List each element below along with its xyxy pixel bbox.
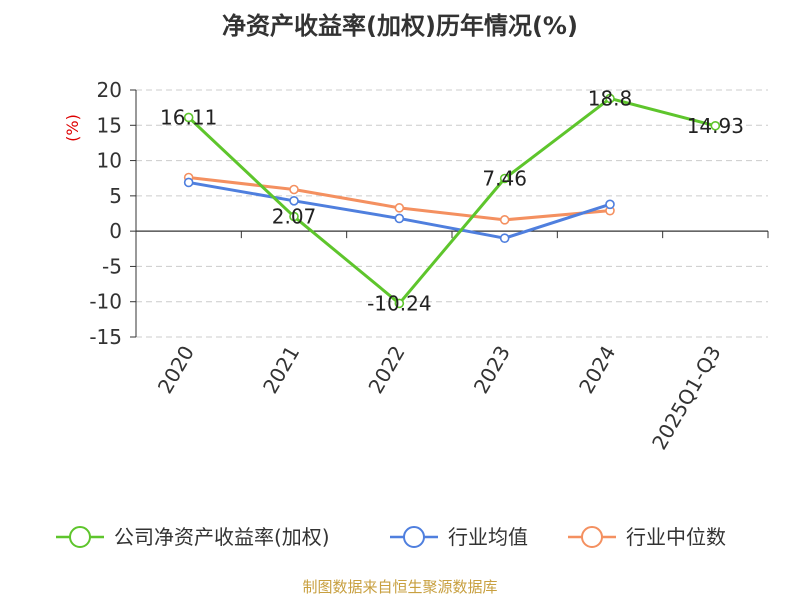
data-label: -10.24 (367, 291, 431, 315)
data-point-1 (183, 177, 194, 188)
data-point-0 (289, 211, 299, 222)
data-label: 7.46 (482, 166, 527, 190)
chart-title: 净资产收益率(加权)历年情况(%) (222, 12, 578, 40)
data-point-0 (499, 173, 510, 184)
data-label: 14.93 (687, 114, 744, 138)
legend-marker-icon (581, 526, 603, 548)
x-tick-label: 2025Q1-Q3 (647, 342, 726, 454)
axes (130, 89, 769, 338)
series-group (183, 93, 721, 309)
y-tick-label: -10 (89, 290, 122, 314)
x-tick-label: 2022 (363, 342, 409, 398)
y-tick-label: -15 (89, 325, 122, 349)
data-label: 18.8 (588, 86, 633, 110)
legend-item: 行业均值 (390, 525, 528, 549)
data-point-0 (710, 120, 721, 131)
legend-marker-icon (403, 526, 425, 548)
data-point-1 (289, 195, 299, 206)
series-line-2 (188, 176, 611, 222)
legend-item: 行业中位数 (568, 525, 726, 549)
y-tick-label: 5 (109, 184, 122, 208)
y-tick-label: 20 (97, 78, 122, 102)
data-point-2 (394, 203, 405, 213)
legend-marker-icon (69, 526, 91, 548)
data-point-0 (394, 298, 405, 309)
legend-label: 公司净资产收益率(加权) (114, 525, 330, 549)
data-point-1 (605, 199, 615, 210)
data-point-0 (605, 93, 615, 104)
legend-item: 公司净资产收益率(加权) (56, 525, 330, 549)
grid-lines (136, 89, 768, 338)
y-tick-label: 15 (97, 113, 122, 137)
data-labels: 16.11 2.07 -10.24 7.46 18.8 14.93 (160, 86, 744, 315)
data-point-0 (183, 112, 194, 123)
x-tick-label: 2021 (258, 342, 304, 398)
data-point-1 (499, 233, 510, 243)
x-tick-labels: 2020 2021 2022 2023 2024 2025Q1-Q3 (153, 342, 726, 454)
source-note: 制图数据来自恒生聚源数据库 (302, 578, 497, 596)
data-label: 16.11 (160, 105, 217, 129)
y-tick-labels: 20 15 10 5 0 -5 -10 -15 (89, 78, 122, 349)
legend: 公司净资产收益率(加权) 行业均值 行业中位数 (56, 525, 726, 549)
data-point-2 (499, 215, 510, 225)
data-point-2 (289, 184, 299, 195)
legend-label: 行业中位数 (626, 525, 726, 549)
x-tick-label: 2024 (574, 342, 620, 398)
y-tick-label: -5 (102, 254, 122, 278)
legend-label: 行业均值 (448, 525, 528, 549)
y-tick-label: 0 (109, 219, 122, 243)
x-tick-label: 2020 (153, 342, 199, 398)
y-axis-unit-label: (%) (63, 114, 82, 142)
data-point-1 (394, 213, 405, 224)
series-line-0 (187, 96, 716, 305)
x-tick-label: 2023 (469, 342, 515, 398)
y-tick-label: 10 (97, 149, 122, 173)
data-label: 2.07 (272, 205, 317, 229)
